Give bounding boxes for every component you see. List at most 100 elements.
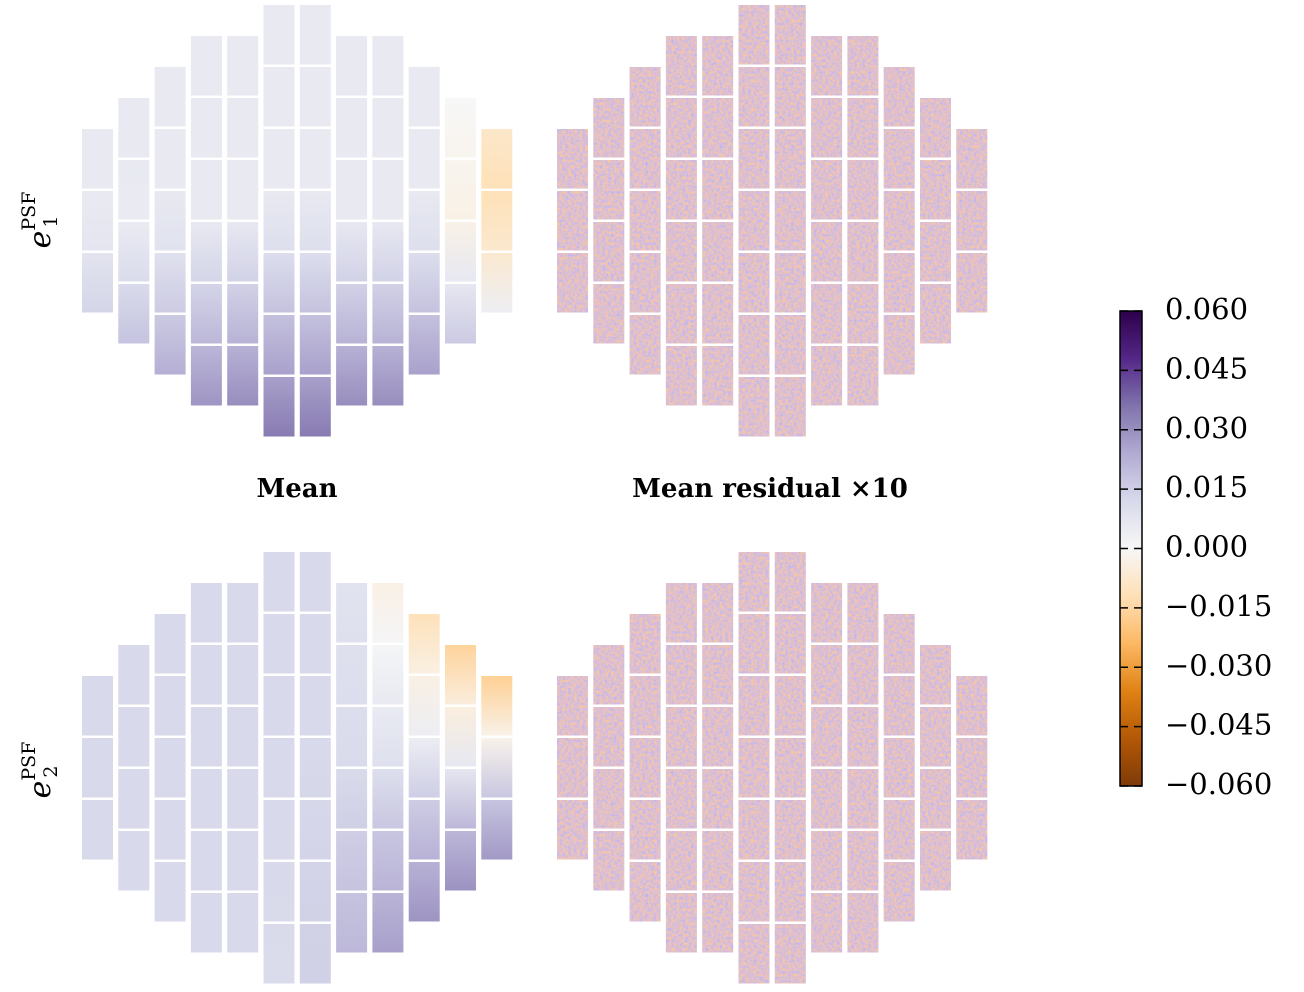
ccd-residual (738, 67, 770, 127)
ccd (190, 645, 222, 705)
ccd-residual (738, 614, 770, 674)
ccd (263, 676, 295, 736)
ccd (299, 614, 331, 674)
ccd (299, 377, 331, 437)
ccd (190, 346, 222, 406)
ccd-residual (847, 831, 879, 891)
ccd (408, 191, 440, 251)
ccd (82, 676, 113, 736)
ccd-residual (702, 831, 734, 891)
ccd (154, 253, 186, 313)
ccd (336, 36, 368, 96)
ccd (154, 676, 186, 736)
ccd-residual (883, 614, 915, 674)
row-label-symbol: e (23, 781, 58, 799)
ccd-residual (774, 129, 806, 189)
ccd (227, 36, 259, 96)
ccd-residual (847, 222, 879, 282)
ccd-residual (774, 738, 806, 798)
ccd (118, 707, 150, 767)
ccd (445, 831, 476, 891)
ccd (408, 738, 440, 798)
ccd-residual (883, 253, 915, 313)
ccd (263, 315, 295, 375)
ccd (336, 645, 368, 705)
ccd (118, 222, 150, 282)
ccd (481, 800, 513, 860)
ccd (82, 191, 113, 251)
ccd-residual (593, 284, 625, 344)
ccd-residual (629, 614, 661, 674)
ccd-residual (774, 862, 806, 922)
ccd (263, 253, 295, 313)
ccd (445, 707, 476, 767)
row-label-sub: 2 (40, 766, 62, 778)
row-label: ePSF2 (18, 742, 62, 799)
ccd (408, 253, 440, 313)
ccd-residual (920, 769, 951, 829)
ccd (227, 98, 259, 158)
ccd (263, 924, 295, 984)
ccd-residual (665, 346, 697, 406)
focal-plane (557, 5, 988, 437)
ccd-residual (811, 346, 843, 406)
ccd (190, 160, 222, 220)
ccd (336, 707, 368, 767)
colorbar-tick-label: −0.060 (1165, 767, 1272, 801)
ccd (372, 98, 404, 158)
ccd (372, 160, 404, 220)
ccd (299, 315, 331, 375)
ccd (263, 377, 295, 437)
ccd-residual (702, 346, 734, 406)
ccd (372, 831, 404, 891)
ccd (154, 67, 186, 127)
ccd-residual (774, 67, 806, 127)
ccd-residual (738, 862, 770, 922)
ccd-residual (811, 645, 843, 705)
ccd (263, 862, 295, 922)
ccd (227, 831, 259, 891)
ccd-residual (920, 222, 951, 282)
ccd-residual (774, 315, 806, 375)
ccd-residual (738, 800, 770, 860)
ccd-residual (847, 36, 879, 96)
ccd-residual (738, 5, 770, 65)
ccd (263, 129, 295, 189)
ccd (154, 191, 186, 251)
ccd (263, 614, 295, 674)
ccd (227, 160, 259, 220)
ccd-residual (665, 893, 697, 953)
ccd-residual (883, 67, 915, 127)
column-title: Mean (256, 474, 337, 504)
ccd-residual (557, 129, 588, 189)
ccd-residual (920, 831, 951, 891)
colorbar-tick-label: −0.015 (1165, 589, 1272, 623)
focal-plane (82, 5, 513, 437)
ccd (82, 800, 113, 860)
ccd-residual (629, 129, 661, 189)
ccd (227, 769, 259, 829)
ccd-residual (702, 284, 734, 344)
ccd (336, 346, 368, 406)
ccd (336, 222, 368, 282)
ccd-residual (847, 98, 879, 158)
ccd-residual (774, 800, 806, 860)
ccd-residual (665, 36, 697, 96)
ccd-residual (557, 191, 588, 251)
ccd-residual (593, 222, 625, 282)
ccd (299, 191, 331, 251)
row-label: ePSF1 (18, 192, 62, 249)
ccd-residual (629, 676, 661, 736)
ccd (118, 160, 150, 220)
ccd (372, 36, 404, 96)
ccd-residual (702, 222, 734, 282)
ccd (82, 253, 113, 313)
ccd (118, 284, 150, 344)
ccd (190, 831, 222, 891)
ccd-residual (738, 552, 770, 612)
ccd-residual (956, 191, 988, 251)
ccd-residual (956, 738, 988, 798)
row-label-sub: 1 (40, 216, 62, 228)
ccd-residual (847, 583, 879, 643)
